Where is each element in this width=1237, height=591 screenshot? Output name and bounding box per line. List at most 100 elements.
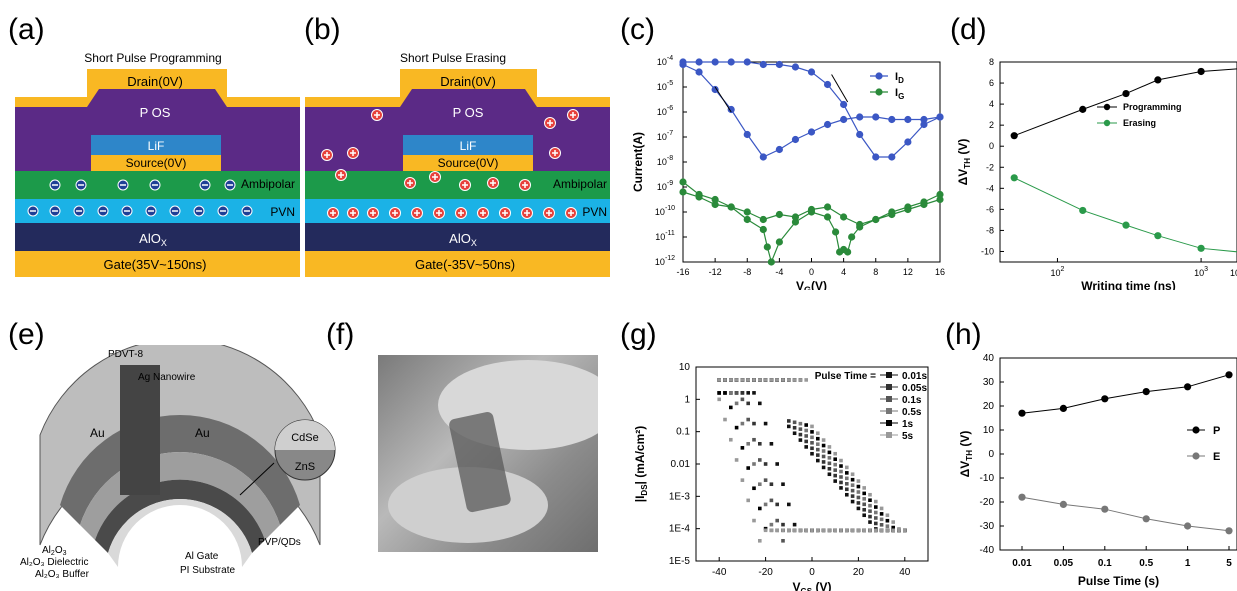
x-tick-label: 0 — [809, 267, 814, 277]
data-point — [879, 517, 884, 522]
x-tick-label: 0.01 — [1012, 558, 1032, 569]
x-axis-label: Pulse Time (s) — [1078, 574, 1159, 588]
data-point — [874, 505, 878, 509]
data-point — [888, 153, 896, 161]
data-point — [862, 513, 866, 518]
data-point — [810, 430, 814, 434]
data-point — [891, 528, 895, 533]
lif-label: LiF — [460, 139, 477, 153]
ag-nanowire-channel — [120, 365, 160, 495]
legend-label: Programming — [1123, 102, 1182, 112]
data-point — [746, 466, 750, 470]
hole-sign — [324, 152, 330, 158]
x-tick-label: 1 — [1185, 558, 1191, 569]
data-point — [758, 506, 762, 511]
flexible-device — [449, 412, 511, 513]
data-point — [807, 68, 816, 76]
data-point — [787, 419, 791, 423]
data-point — [740, 446, 745, 450]
x-axis-label: VG(V) — [796, 279, 827, 290]
data-point — [904, 138, 912, 146]
series-line — [1014, 68, 1237, 137]
data-point — [763, 243, 771, 251]
data-point — [791, 218, 800, 226]
data-point — [827, 450, 832, 455]
data-point — [840, 115, 848, 124]
hole-sign — [370, 210, 376, 216]
sweep-arrow — [714, 86, 732, 113]
qd-pointer — [239, 462, 275, 496]
data-point — [1197, 244, 1205, 252]
data-point — [798, 427, 803, 431]
panel-label-f: (f) — [326, 318, 355, 351]
data-point — [845, 487, 849, 492]
data-point — [758, 441, 762, 446]
data-point — [759, 60, 767, 69]
data-point — [792, 528, 797, 533]
buffer-label: Al₂O₃ Buffer — [35, 569, 90, 580]
data-point — [769, 528, 774, 533]
data-point — [874, 499, 878, 504]
data-point — [810, 528, 814, 533]
data-point — [775, 210, 783, 219]
data-point — [781, 528, 785, 533]
data-point — [821, 438, 826, 442]
hole-sign — [392, 210, 398, 216]
data-point — [845, 471, 849, 475]
data-point — [1079, 105, 1087, 113]
y-tick-label: 10-7 — [657, 130, 673, 142]
y-tick-label: 1 — [684, 394, 690, 405]
schematic-title: Short Pulse Programming — [84, 51, 221, 65]
data-point — [804, 428, 808, 433]
hole-sign — [568, 210, 574, 216]
hole-sign — [338, 172, 344, 178]
data-point — [833, 462, 837, 467]
hole-sign — [552, 150, 558, 156]
alox-layer — [15, 223, 300, 251]
data-point — [885, 513, 890, 518]
y-tick-label: 10-8 — [657, 155, 673, 167]
hole-sign — [547, 120, 553, 126]
data-point — [827, 472, 832, 477]
data-point — [763, 528, 768, 533]
data-point — [791, 135, 800, 144]
data-point — [717, 378, 721, 382]
data-point — [798, 432, 803, 437]
data-point — [804, 445, 808, 449]
data-point — [740, 421, 745, 426]
pvpqd-label: PVP/QDs — [258, 537, 301, 548]
data-point — [868, 520, 872, 524]
data-point — [723, 417, 727, 422]
drain-label: Drain(0V) — [127, 74, 183, 89]
source-label: Source(0V) — [126, 156, 187, 170]
data-point — [734, 378, 739, 382]
panel-label-b: (b) — [304, 13, 341, 46]
source-electrode — [403, 155, 533, 171]
source-label: Source(0V) — [438, 156, 499, 170]
data-point — [839, 528, 843, 533]
alox-layer — [305, 223, 610, 251]
y-tick-label: -10 — [980, 473, 995, 484]
data-point — [821, 449, 826, 453]
data-point — [781, 482, 785, 487]
x-tick-label: 10 — [1230, 268, 1237, 278]
legend-marker — [875, 88, 883, 96]
data-point — [816, 442, 820, 446]
data-point — [850, 472, 855, 477]
data-point — [727, 58, 735, 66]
electron-markers — [27, 179, 253, 217]
data-point — [850, 477, 855, 482]
data-point — [810, 446, 814, 451]
data-point — [763, 378, 768, 382]
series-line — [1021, 374, 1230, 414]
data-point — [868, 514, 872, 519]
data-point — [723, 391, 727, 395]
hole-sign — [480, 210, 486, 216]
series-line — [1021, 496, 1230, 532]
x-tick-label: 102 — [1050, 266, 1064, 278]
data-point — [891, 525, 895, 530]
lif-layer — [91, 135, 221, 155]
x-tick-label: 20 — [853, 567, 865, 578]
data-point — [827, 461, 832, 466]
data-point — [844, 248, 852, 256]
